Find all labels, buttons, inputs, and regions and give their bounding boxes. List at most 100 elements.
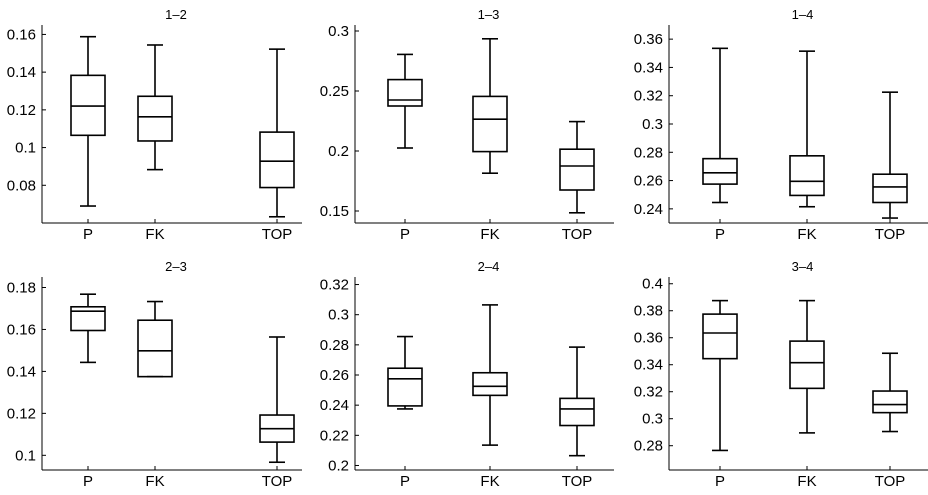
box-iqr xyxy=(789,340,825,390)
box-iqr xyxy=(387,367,423,407)
box-fk xyxy=(472,304,508,446)
box-p xyxy=(387,53,423,149)
box-iqr xyxy=(387,78,423,107)
panel-title: 2–3 xyxy=(165,259,187,274)
x-tick-label: TOP xyxy=(262,226,293,243)
y-tick-label: 0.3 xyxy=(328,307,349,324)
box-fk xyxy=(137,300,173,378)
box-p xyxy=(70,35,106,207)
box-iqr xyxy=(259,131,295,189)
y-tick-label: 0.3 xyxy=(642,116,663,133)
y-tick-label: 0.14 xyxy=(7,64,36,81)
x-tick-label: TOP xyxy=(875,226,906,243)
y-tick-label: 0.12 xyxy=(7,405,36,422)
box-iqr xyxy=(137,319,173,378)
box-top xyxy=(559,120,595,214)
box-iqr xyxy=(702,313,738,360)
box-top xyxy=(872,91,908,219)
panel-1: 1–2 0.08 0.1 0.12 0.14 0.16 P FK TOP xyxy=(7,7,302,243)
box-top xyxy=(872,352,908,433)
box-top xyxy=(559,346,595,457)
x-tick-label: FK xyxy=(480,473,499,490)
y-tick-label: 0.25 xyxy=(320,83,349,100)
box-top xyxy=(259,48,295,218)
y-tick-label: 0.32 xyxy=(320,277,349,294)
panel-title: 1–2 xyxy=(165,7,187,22)
panel-3: 1–4 0.24 0.26 0.28 0.3 0.32 0.34 0.36 P FK TOP xyxy=(634,7,928,243)
y-tick-label: 0.28 xyxy=(320,337,349,354)
y-tick-label: 0.12 xyxy=(7,102,36,119)
y-tick-label: 0.15 xyxy=(320,203,349,220)
x-tick-label: P xyxy=(83,473,93,490)
y-tick-label: 0.1 xyxy=(15,447,36,464)
box-iqr xyxy=(472,371,508,397)
box-iqr xyxy=(559,148,595,191)
y-tick-label: 0.36 xyxy=(634,31,663,48)
box-iqr xyxy=(872,173,908,204)
y-tick-label: 0.2 xyxy=(328,457,349,474)
box-fk xyxy=(789,50,825,208)
x-tick-label: FK xyxy=(480,226,499,243)
panel-2: 1–3 0.15 0.2 0.25 0.3 P FK TOP xyxy=(320,7,614,243)
box-fk xyxy=(789,299,825,434)
box-iqr xyxy=(137,95,173,142)
y-tick-label: 0.34 xyxy=(634,59,663,76)
y-tick-label: 0.26 xyxy=(320,367,349,384)
y-tick-label: 0.18 xyxy=(7,279,36,296)
y-tick-label: 0.3 xyxy=(328,23,349,40)
box-p xyxy=(702,47,738,204)
y-tick-label: 0.14 xyxy=(7,363,36,380)
y-tick-label: 0.08 xyxy=(7,177,36,194)
x-tick-label: FK xyxy=(145,473,164,490)
y-tick-label: 0.28 xyxy=(634,438,663,455)
box-fk xyxy=(137,44,173,171)
y-tick-label: 0.36 xyxy=(634,330,663,347)
x-tick-label: TOP xyxy=(875,473,906,490)
y-tick-label: 0.24 xyxy=(320,397,349,414)
panel-title: 1–4 xyxy=(792,7,814,22)
x-tick-label: P xyxy=(400,473,410,490)
x-tick-label: FK xyxy=(797,473,816,490)
x-tick-label: FK xyxy=(797,226,816,243)
panel-title: 2–4 xyxy=(478,259,500,274)
y-tick-label: 0.38 xyxy=(634,303,663,320)
panel-6: 3–4 0.28 0.3 0.32 0.34 0.36 0.38 0.4 P FK TOP xyxy=(634,259,928,490)
box-iqr xyxy=(559,397,595,427)
y-tick-label: 0.32 xyxy=(634,88,663,105)
y-tick-label: 0.16 xyxy=(7,321,36,338)
box-fk xyxy=(472,37,508,174)
x-tick-label: P xyxy=(83,226,93,243)
box-iqr xyxy=(70,305,106,332)
x-tick-label: P xyxy=(400,226,410,243)
panel-title: 1–3 xyxy=(478,7,500,22)
x-tick-label: TOP xyxy=(562,473,593,490)
box-p xyxy=(70,293,106,364)
box-iqr xyxy=(702,157,738,185)
x-tick-label: FK xyxy=(145,226,164,243)
x-tick-label: TOP xyxy=(262,473,293,490)
x-tick-label: TOP xyxy=(562,226,593,243)
y-tick-label: 0.24 xyxy=(634,201,663,218)
y-tick-label: 0.34 xyxy=(634,357,663,374)
y-tick-label: 0.3 xyxy=(642,411,663,428)
box-p xyxy=(387,335,423,410)
x-tick-label: P xyxy=(715,473,725,490)
y-tick-label: 0.22 xyxy=(320,427,349,444)
y-tick-label: 0.26 xyxy=(634,173,663,190)
y-tick-label: 0.28 xyxy=(634,144,663,161)
y-tick-label: 0.1 xyxy=(15,140,36,157)
y-tick-label: 0.2 xyxy=(328,143,349,160)
y-tick-label: 0.4 xyxy=(642,276,663,293)
box-iqr xyxy=(789,155,825,197)
box-top xyxy=(259,336,295,464)
panel-4: 2–3 0.1 0.12 0.14 0.16 0.18 P FK TOP xyxy=(7,259,302,490)
panel-5: 2–4 0.2 0.22 0.24 0.26 0.28 0.3 0.32 P FK TOP xyxy=(320,259,614,490)
box-iqr xyxy=(872,390,908,414)
box-p xyxy=(702,299,738,452)
panel-title: 3–4 xyxy=(792,259,814,274)
box-iqr xyxy=(472,95,508,153)
y-tick-label: 0.32 xyxy=(634,384,663,401)
x-tick-label: P xyxy=(715,226,725,243)
